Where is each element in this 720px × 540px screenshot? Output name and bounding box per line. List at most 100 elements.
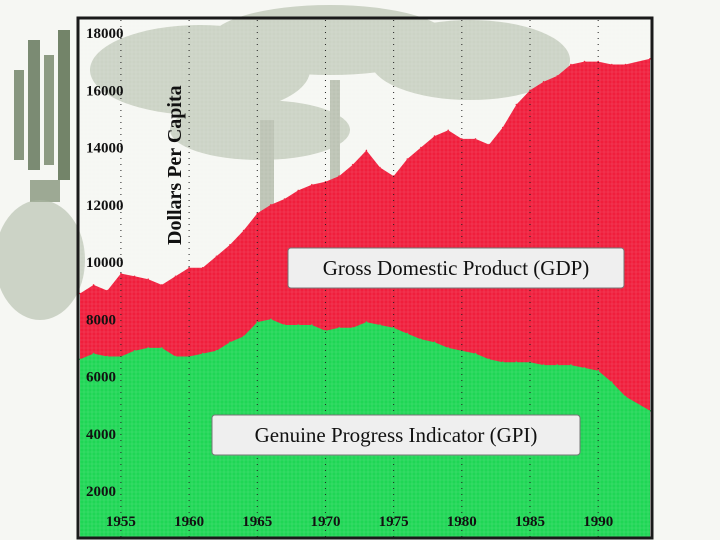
gdp-point-1957 bbox=[147, 278, 149, 281]
gdp-point-1976 bbox=[406, 158, 409, 160]
gpi-point-1974 bbox=[379, 324, 381, 326]
y-tick-2000: 2000 bbox=[86, 484, 116, 500]
gdp-point-1960 bbox=[188, 266, 190, 269]
gdp-point-1972 bbox=[351, 163, 354, 166]
y-tick-4000: 4000 bbox=[86, 427, 116, 443]
gpi-point-1971 bbox=[338, 327, 340, 329]
gdp-point-1962 bbox=[215, 255, 218, 258]
x-tick-1960: 1960 bbox=[174, 514, 204, 530]
gpi-label: Genuine Progress Indicator (GPI) bbox=[255, 423, 538, 447]
gpi-point-1978 bbox=[433, 341, 436, 344]
x-tick-1965: 1965 bbox=[242, 514, 272, 530]
x-tick-1955: 1955 bbox=[106, 514, 136, 530]
gpi-point-1973 bbox=[365, 321, 368, 323]
gpi-point-1954 bbox=[106, 355, 109, 358]
gpi-point-1981 bbox=[474, 352, 477, 355]
gdp-label-box: Gross Domestic Product (GDP) bbox=[287, 247, 625, 289]
gpi-point-1989 bbox=[583, 367, 586, 369]
gdp-point-1963 bbox=[229, 244, 231, 246]
gdp-point-1983 bbox=[501, 126, 504, 129]
gpi-point-1979 bbox=[447, 347, 450, 349]
gdp-point-1987 bbox=[556, 75, 559, 77]
gpi-point-1965 bbox=[256, 321, 259, 323]
gdp-point-1967 bbox=[283, 198, 286, 200]
gpi-point-1984 bbox=[515, 361, 518, 364]
gdp-point-1986 bbox=[542, 80, 545, 83]
gdp-point-1958 bbox=[161, 284, 163, 286]
gdp-point-1961 bbox=[201, 266, 204, 269]
y-tick-16000: 16000 bbox=[86, 83, 124, 99]
gpi-point-1968 bbox=[297, 324, 300, 326]
gdp-point-1954 bbox=[106, 289, 109, 292]
gpi-point-1956 bbox=[133, 349, 136, 352]
gdp-point-1968 bbox=[297, 189, 300, 192]
gpi-point-1970 bbox=[324, 329, 327, 332]
column-bars-decoration bbox=[14, 30, 70, 202]
gdp-point-1952 bbox=[79, 292, 81, 295]
y-tick-14000: 14000 bbox=[86, 141, 124, 157]
gdp-point-1969 bbox=[311, 183, 313, 186]
gpi-point-1975 bbox=[392, 327, 395, 329]
y-tick-10000: 10000 bbox=[86, 255, 124, 271]
gdp-point-1988 bbox=[570, 63, 572, 66]
gpi-point-1990 bbox=[597, 370, 599, 372]
gpi-point-1976 bbox=[406, 332, 409, 335]
gdp-point-1959 bbox=[174, 275, 177, 278]
gpi-point-1991 bbox=[611, 381, 613, 384]
gdp-point-1978 bbox=[433, 135, 436, 137]
gdp-point-1992 bbox=[624, 63, 627, 66]
plot-frame bbox=[76, 16, 654, 540]
x-tick-1970: 1970 bbox=[311, 514, 341, 530]
tree-silhouette bbox=[0, 5, 570, 320]
gdp-point-1955 bbox=[120, 272, 122, 275]
gpi-point-1958 bbox=[161, 347, 163, 349]
gpi-point-1988 bbox=[570, 364, 572, 366]
gdp-point-1984 bbox=[515, 103, 518, 106]
x-tick-1975: 1975 bbox=[379, 514, 409, 530]
x-tick-1990: 1990 bbox=[583, 514, 613, 530]
gpi-point-1987 bbox=[556, 364, 559, 366]
gpi-point-1967 bbox=[283, 324, 286, 326]
gpi-point-1962 bbox=[215, 349, 218, 352]
gdp-point-1971 bbox=[338, 175, 340, 177]
gdp-point-1982 bbox=[488, 143, 490, 146]
gpi-point-1992 bbox=[624, 395, 627, 398]
gdp-label: Gross Domestic Product (GDP) bbox=[323, 256, 590, 280]
gdp-point-1981 bbox=[474, 138, 477, 140]
gpi-point-1972 bbox=[351, 327, 354, 329]
gpi-point-1952 bbox=[79, 358, 81, 361]
gpi-point-1959 bbox=[174, 355, 177, 358]
y-tick-8000: 8000 bbox=[86, 312, 116, 328]
gdp-point-1993.8 bbox=[649, 58, 651, 60]
gpi-point-1961 bbox=[201, 352, 204, 355]
gdp-point-1985 bbox=[529, 89, 531, 92]
gpi-point-1977 bbox=[420, 338, 422, 341]
x-tick-1985: 1985 bbox=[515, 514, 545, 530]
gdp-point-1974 bbox=[379, 166, 381, 169]
y-tick-12000: 12000 bbox=[86, 198, 124, 214]
gdp-point-1953 bbox=[92, 284, 95, 286]
gpi-point-1986 bbox=[542, 364, 545, 366]
y-axis-label: Dollars Per Capita bbox=[164, 85, 186, 245]
gpi-point-1969 bbox=[311, 324, 313, 326]
gdp-point-1980 bbox=[461, 138, 463, 140]
gpi-label-box: Genuine Progress Indicator (GPI) bbox=[211, 414, 581, 456]
x-tick-1980: 1980 bbox=[447, 514, 477, 530]
gpi-point-1966 bbox=[270, 318, 272, 321]
gdp-point-1973 bbox=[365, 149, 368, 152]
gpi-point-1993.8 bbox=[649, 410, 651, 412]
y-tick-6000: 6000 bbox=[86, 370, 116, 386]
gpi-point-1957 bbox=[147, 347, 149, 349]
gdp-point-1964 bbox=[242, 229, 245, 232]
gpi-point-1963 bbox=[229, 341, 231, 344]
gpi-point-1953 bbox=[92, 352, 95, 355]
gpi-point-1982 bbox=[488, 358, 490, 361]
gdp-point-1989 bbox=[583, 60, 586, 63]
gdp-point-1977 bbox=[420, 146, 422, 149]
gdp-point-1991 bbox=[611, 63, 613, 66]
gpi-point-1983 bbox=[501, 361, 504, 364]
gdp-point-1979 bbox=[447, 129, 450, 132]
gdp-point-1966 bbox=[270, 204, 272, 206]
gdp-point-1956 bbox=[133, 275, 136, 278]
